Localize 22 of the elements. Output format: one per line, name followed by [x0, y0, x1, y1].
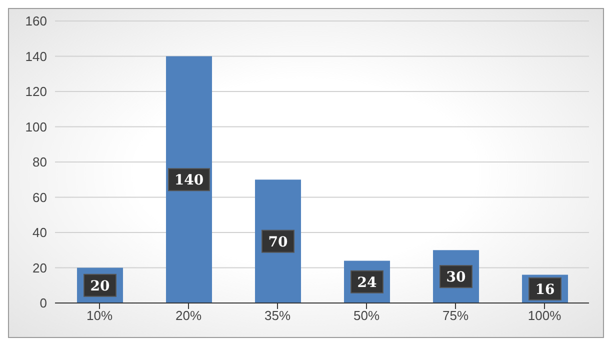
data-label: 20 — [90, 278, 110, 294]
data-label: 30 — [446, 270, 466, 286]
y-tick-label: 100 — [25, 119, 47, 134]
data-label: 70 — [268, 234, 288, 250]
x-tick-label: 50% — [353, 308, 380, 324]
x-tick-label: 35% — [264, 308, 291, 324]
data-label: 16 — [535, 282, 555, 298]
x-tick-label: 75% — [442, 308, 469, 324]
y-tick-label: 20 — [32, 260, 47, 276]
data-label: 24 — [357, 274, 377, 291]
y-tick-label: 160 — [25, 14, 47, 29]
x-tick-label: 20% — [175, 308, 202, 324]
y-tick-label: 120 — [25, 84, 47, 100]
y-tick-label: 80 — [32, 154, 47, 170]
y-tick-label: 60 — [32, 190, 47, 205]
bar — [166, 56, 212, 303]
y-tick-label: 0 — [40, 296, 47, 311]
x-tick-label: 10% — [86, 308, 113, 324]
y-tick-label: 140 — [25, 48, 47, 64]
x-tick-label: 100% — [528, 308, 562, 324]
data-label: 140 — [174, 172, 204, 189]
y-tick-label: 40 — [32, 225, 47, 240]
